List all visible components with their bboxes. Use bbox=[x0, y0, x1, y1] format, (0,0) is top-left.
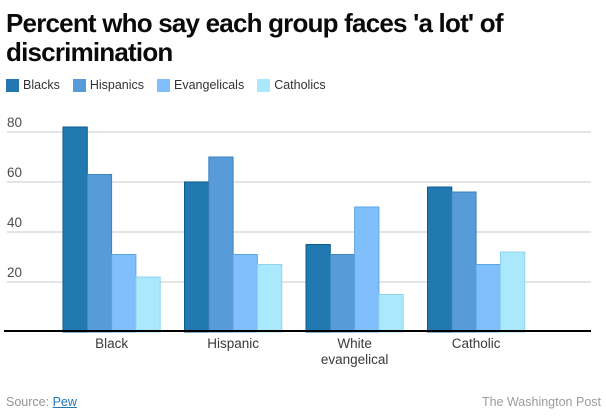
bar-catholic-hispanics bbox=[451, 191, 477, 333]
chart-legend: Blacks Hispanics Evangelicals Catholics bbox=[6, 78, 326, 92]
bar-white-evangelical-blacks bbox=[305, 244, 331, 333]
legend-label: Blacks bbox=[23, 78, 60, 92]
source-link[interactable]: Pew bbox=[52, 395, 77, 409]
bar-white-evangelical-catholics bbox=[378, 294, 404, 333]
bar-black-hispanics bbox=[86, 174, 113, 333]
bar-white-evangelical-hispanics bbox=[329, 254, 356, 333]
legend-swatch bbox=[157, 78, 171, 92]
bar-catholic-catholics bbox=[499, 251, 526, 333]
bar-hispanic-hispanics bbox=[208, 156, 234, 333]
x-category-label: Black bbox=[95, 336, 128, 351]
legend-item-hispanics: Hispanics bbox=[72, 78, 145, 92]
chart-footer: Source: Pew The Washington Post bbox=[0, 393, 606, 413]
legend-item-evangelicals: Evangelicals bbox=[157, 78, 244, 92]
legend-swatch bbox=[257, 78, 271, 92]
legend-label: Evangelicals bbox=[174, 78, 245, 92]
bar-black-blacks bbox=[62, 126, 88, 333]
y-tick-label: 40 bbox=[7, 215, 22, 230]
bar-white-evangelical-evangelicals bbox=[354, 206, 380, 333]
bar-chart: 20 40 60 80 Black Hispanic White evangelical Cat… bbox=[4, 115, 591, 367]
bar-hispanic-catholics bbox=[256, 264, 283, 333]
x-category-label: Hispanic bbox=[207, 336, 259, 351]
y-tick-label: 20 bbox=[7, 265, 22, 280]
chart-title: Percent who say each group faces 'a lot'… bbox=[6, 8, 503, 67]
source-label: Source: bbox=[6, 395, 50, 409]
x-category-label: Catholic bbox=[452, 336, 501, 351]
y-tick-label: 80 bbox=[7, 115, 22, 130]
bar-hispanic-blacks bbox=[184, 181, 210, 333]
legend-label: Hispanics bbox=[89, 78, 145, 92]
source-text: Source: Pew bbox=[6, 395, 77, 409]
legend-item-catholics: Catholics bbox=[257, 78, 326, 92]
x-axis-line bbox=[4, 330, 591, 332]
legend-item-blacks: Blacks bbox=[6, 78, 60, 92]
credit-text: The Washington Post bbox=[481, 395, 601, 409]
bar-hispanic-evangelicals bbox=[232, 254, 258, 333]
bar-catholic-evangelicals bbox=[475, 264, 501, 333]
legend-label: Catholics bbox=[274, 78, 326, 92]
bar-catholic-blacks bbox=[427, 186, 453, 333]
bar-black-catholics bbox=[135, 276, 161, 333]
y-tick-label: 60 bbox=[7, 165, 22, 180]
x-category-label: White evangelical bbox=[321, 336, 389, 367]
legend-swatch bbox=[6, 78, 19, 92]
bar-black-evangelicals bbox=[111, 254, 137, 333]
legend-swatch bbox=[72, 78, 86, 92]
